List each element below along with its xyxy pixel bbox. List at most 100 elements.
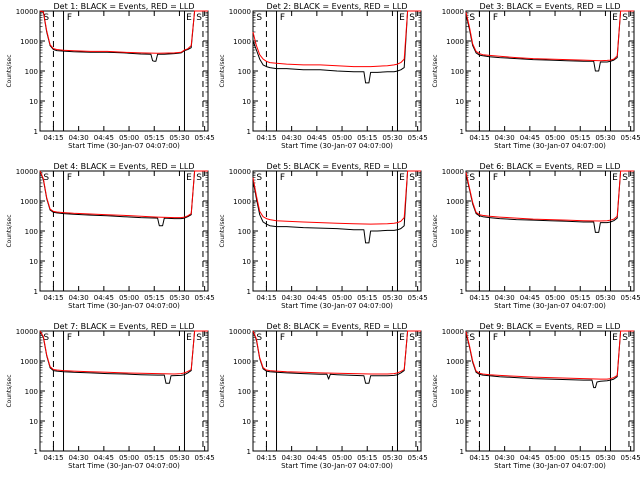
- segment-label: E: [186, 13, 192, 23]
- series-events: [252, 330, 421, 384]
- y-tick-label: 1000: [233, 358, 251, 366]
- series-events: [465, 170, 634, 233]
- x-tick-label: 04:30: [495, 294, 515, 302]
- x-tick-label: 05:45: [195, 454, 215, 462]
- x-tick-label: 05:00: [119, 134, 139, 142]
- plot-frame: [465, 330, 635, 452]
- plot-frame: [39, 330, 209, 452]
- y-tick-label: 10: [242, 258, 251, 266]
- plot-frame: [465, 170, 635, 292]
- y-tick-label: 1000: [20, 358, 38, 366]
- x-axis-label: Start Time (30-Jan-07 04:07:00): [494, 302, 606, 310]
- x-tick-label: 04:15: [469, 294, 489, 302]
- series-lld: [465, 330, 634, 380]
- plot-frame: [39, 10, 209, 132]
- x-tick-label: 05:00: [545, 294, 565, 302]
- series-lld: [39, 170, 208, 219]
- x-tick-label: 04:15: [469, 454, 489, 462]
- x-tick-label: 05:00: [119, 294, 139, 302]
- x-tick-label: 04:30: [282, 294, 302, 302]
- series-events: [465, 330, 634, 389]
- segment-label: E: [186, 333, 192, 343]
- segment-label: S: [43, 173, 49, 183]
- y-tick-label: 1000: [20, 38, 38, 46]
- y-tick-label: 100: [238, 68, 251, 76]
- x-tick-label: 04:15: [256, 454, 276, 462]
- x-tick-label: 04:30: [282, 454, 302, 462]
- segment-label: F: [67, 333, 72, 343]
- segment-label: S: [469, 13, 475, 23]
- segment-label: F: [67, 173, 72, 183]
- panel-title: Det 5: BLACK = Events, RED = LLD: [267, 162, 408, 171]
- x-tick-label: 04:30: [69, 454, 89, 462]
- y-tick-label: 1000: [233, 38, 251, 46]
- y-tick-label: 10: [29, 258, 38, 266]
- y-axis-label: Counts/sec: [432, 214, 439, 247]
- x-tick-label: 04:15: [43, 294, 63, 302]
- x-tick-label: 05:15: [357, 454, 377, 462]
- x-axis-label: Start Time (30-Jan-07 04:07:00): [68, 462, 180, 470]
- x-tick-label: 04:45: [94, 454, 114, 462]
- x-tick-label: 04:30: [69, 294, 89, 302]
- segment-label: S: [622, 173, 628, 183]
- x-tick-label: 05:15: [570, 454, 590, 462]
- panel-title: Det 9: BLACK = Events, RED = LLD: [480, 322, 621, 331]
- y-tick-label: 1: [247, 288, 251, 296]
- segment-label: E: [186, 173, 192, 183]
- plot-frame: [465, 10, 635, 132]
- segment-label: F: [493, 13, 498, 23]
- series-events: [252, 170, 421, 244]
- x-tick-label: 04:30: [69, 134, 89, 142]
- y-tick-label: 1000: [233, 198, 251, 206]
- segment-label: S: [196, 173, 202, 183]
- x-axis-label: Start Time (30-Jan-07 04:07:00): [494, 142, 606, 150]
- plot-frame: [252, 170, 422, 292]
- x-tick-label: 04:30: [495, 454, 515, 462]
- segment-label: S: [469, 173, 475, 183]
- x-tick-label: 04:45: [307, 134, 327, 142]
- y-axis-label: Counts/sec: [6, 54, 13, 87]
- x-tick-label: 04:30: [495, 134, 515, 142]
- detector-panel-7: Det 7: BLACK = Events, RED = LLD 1 10 100 10…: [6, 322, 215, 470]
- y-tick-label: 1: [247, 448, 251, 456]
- segment-label: S: [256, 173, 262, 183]
- y-tick-label: 10000: [229, 8, 251, 16]
- x-tick-label: 05:30: [169, 454, 189, 462]
- series-lld: [39, 330, 208, 375]
- y-axis-label: Counts/sec: [219, 54, 226, 87]
- y-axis-label: Counts/sec: [219, 214, 226, 247]
- y-tick-label: 10: [242, 98, 251, 106]
- y-tick-label: 10: [455, 98, 464, 106]
- series-events: [252, 10, 421, 84]
- x-tick-label: 04:15: [469, 134, 489, 142]
- panel-title: Det 3: BLACK = Events, RED = LLD: [480, 2, 621, 11]
- y-tick-label: 1: [460, 448, 464, 456]
- x-tick-label: 05:15: [357, 294, 377, 302]
- y-tick-label: 10: [455, 258, 464, 266]
- segment-label: S: [256, 333, 262, 343]
- x-tick-label: 05:30: [382, 294, 402, 302]
- x-tick-label: 05:30: [169, 134, 189, 142]
- series-lld: [39, 10, 208, 54]
- x-tick-label: 05:15: [144, 134, 164, 142]
- y-tick-label: 10: [29, 418, 38, 426]
- x-tick-label: 05:15: [144, 454, 164, 462]
- segment-label: F: [280, 173, 285, 183]
- segment-label: S: [409, 333, 415, 343]
- y-tick-label: 1: [34, 448, 38, 456]
- plot-frame: [252, 330, 422, 452]
- y-tick-label: 100: [451, 388, 464, 396]
- x-tick-label: 05:30: [382, 454, 402, 462]
- y-tick-label: 1: [247, 128, 251, 136]
- segment-label: E: [399, 333, 405, 343]
- series-lld: [252, 10, 421, 68]
- segment-label: S: [43, 13, 49, 23]
- x-tick-label: 05:00: [119, 454, 139, 462]
- segment-label: F: [493, 333, 498, 343]
- x-tick-label: 05:30: [169, 294, 189, 302]
- segment-label: E: [612, 333, 618, 343]
- y-tick-label: 1: [460, 128, 464, 136]
- y-tick-label: 100: [451, 228, 464, 236]
- detector-panel-8: Det 8: BLACK = Events, RED = LLD 1 10 100 10…: [219, 322, 428, 470]
- x-tick-label: 05:45: [408, 294, 428, 302]
